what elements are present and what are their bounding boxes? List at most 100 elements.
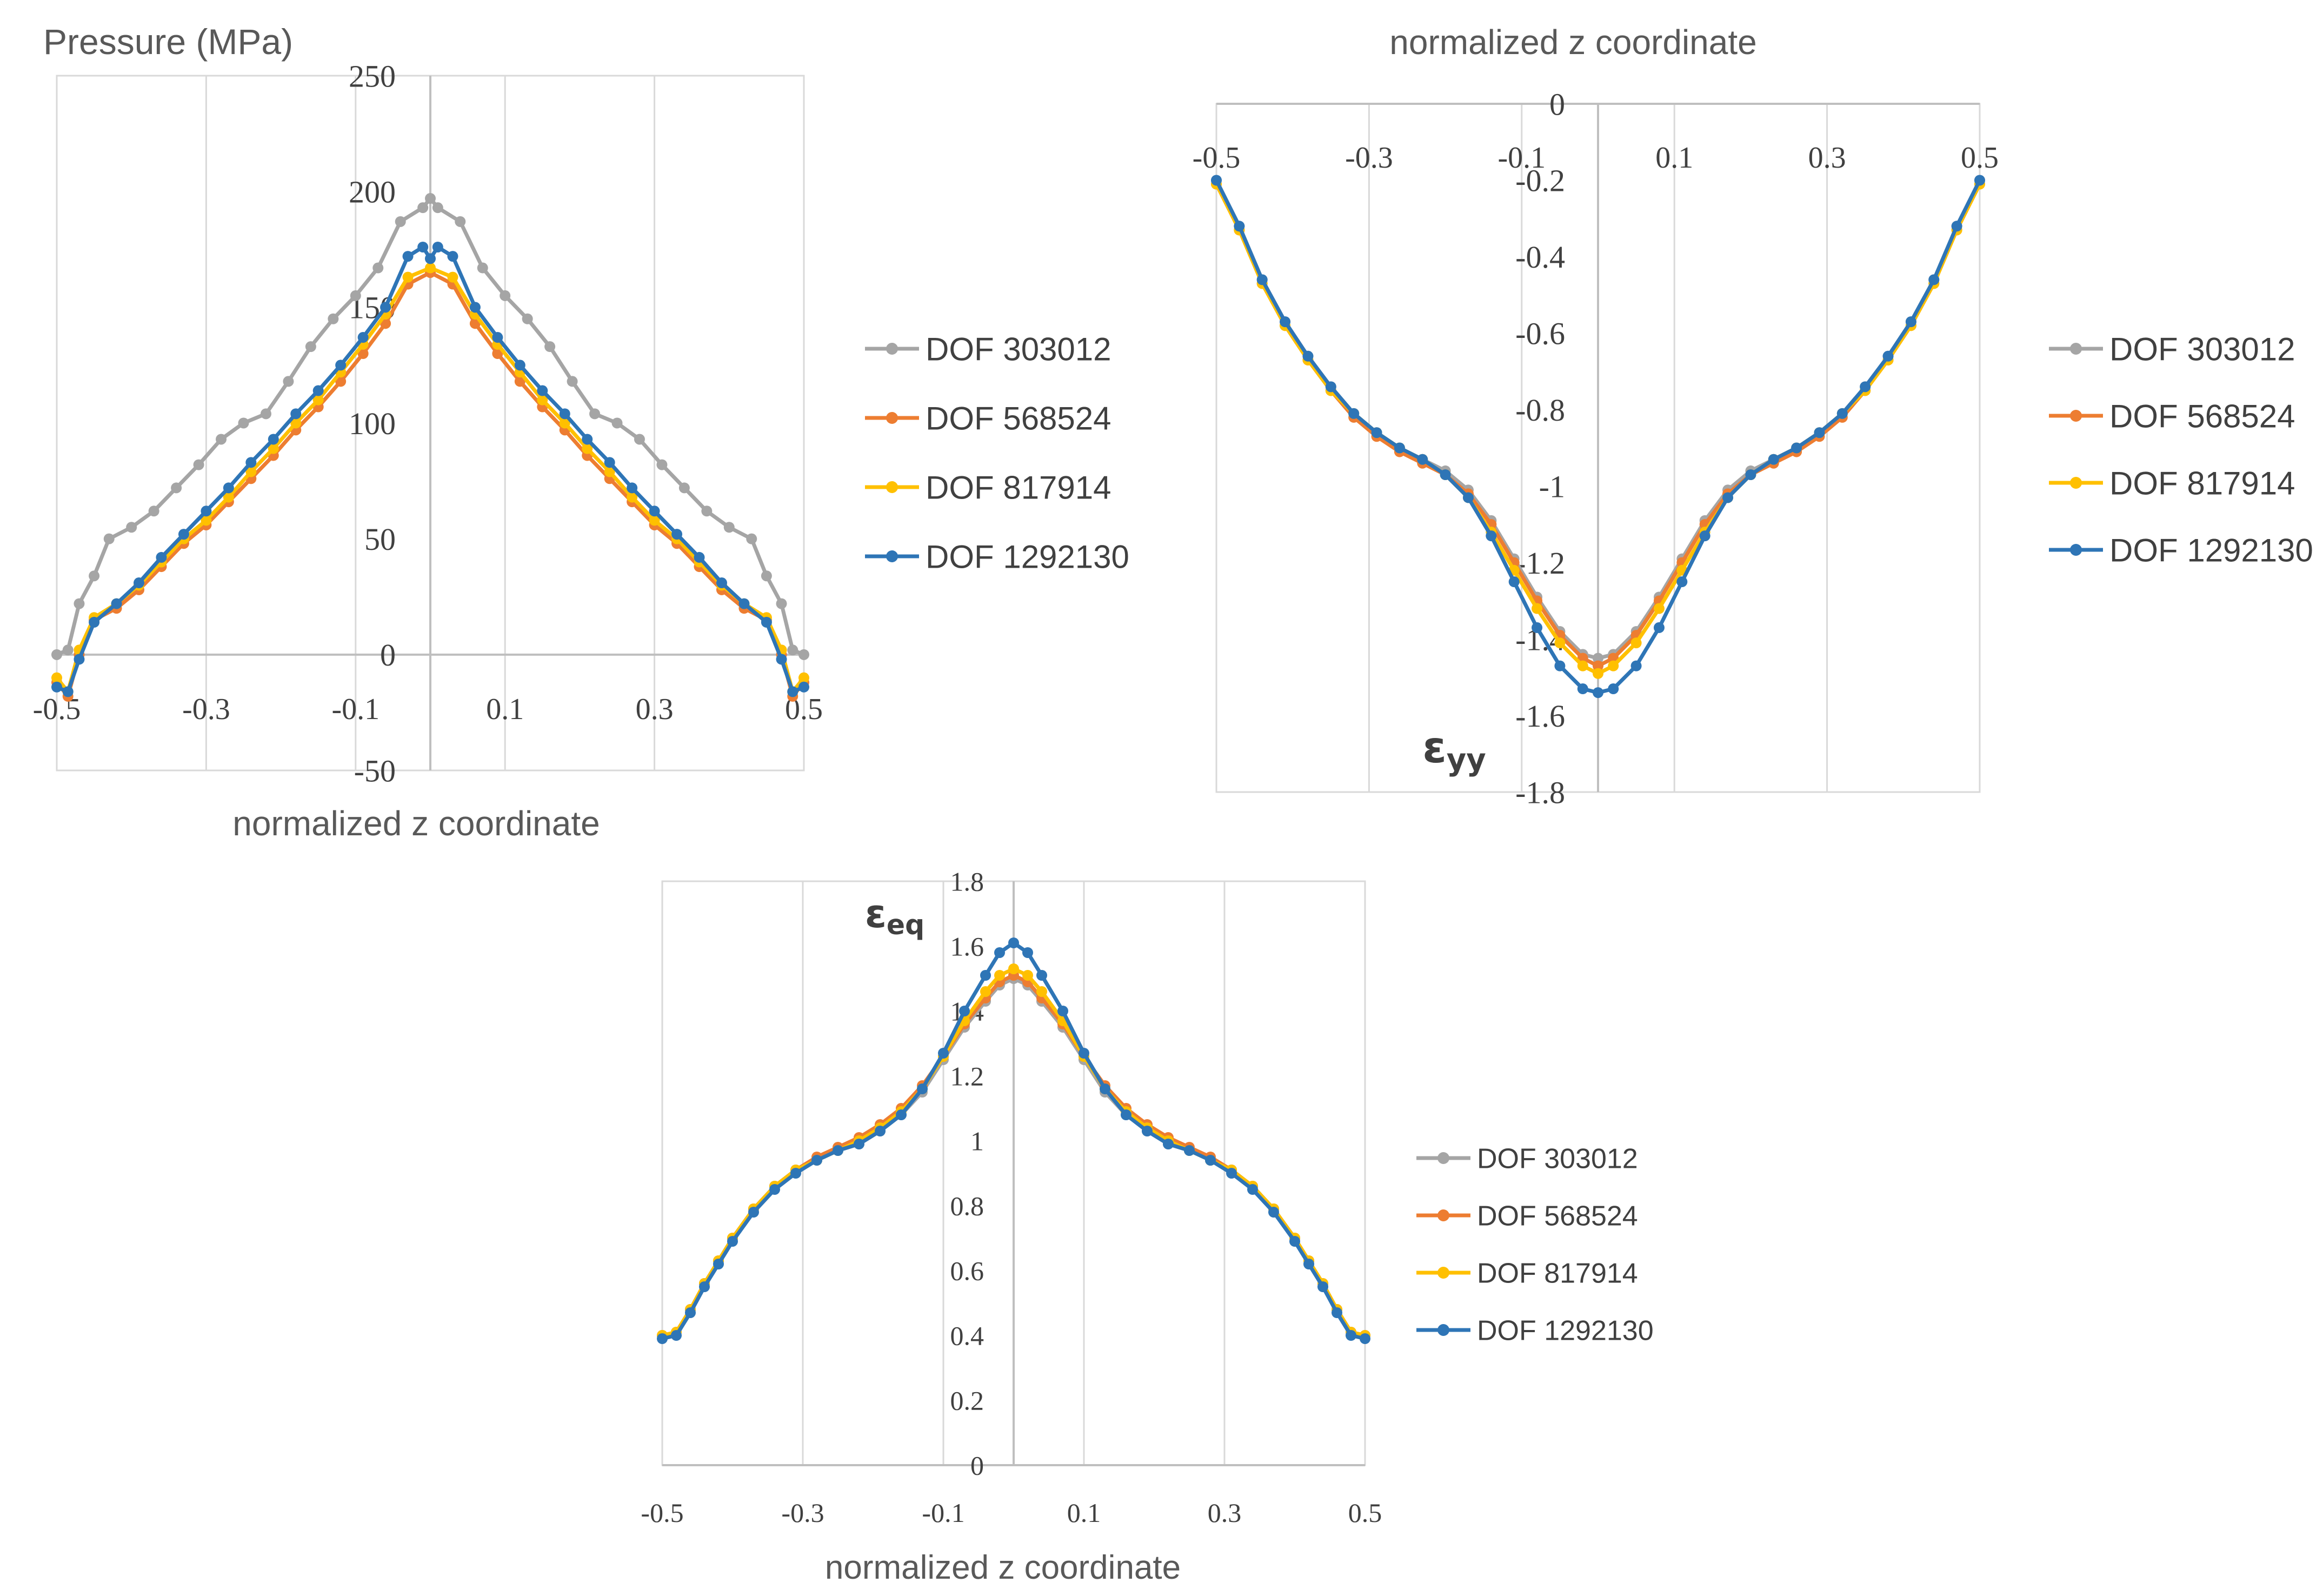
data-point: [1905, 316, 1916, 328]
y-tick-labels: 00.20.40.60.811.21.41.61.8: [950, 867, 984, 1481]
legend-item: DOF 1292130: [1416, 1315, 1654, 1347]
data-point: [1532, 622, 1543, 633]
data-point: [305, 341, 316, 353]
data-point: [126, 522, 137, 533]
x-tick-label: 0.1: [1655, 141, 1693, 175]
data-point: [776, 654, 787, 665]
legend-label: DOF 568524: [2109, 398, 2295, 435]
data-point: [455, 216, 466, 227]
data-point: [1814, 427, 1825, 438]
data-point: [1508, 576, 1520, 588]
series-dof-1292130: [51, 241, 809, 697]
data-point: [604, 457, 615, 468]
data-point: [701, 506, 713, 517]
series-dof-1292130: [1211, 175, 1985, 699]
data-point: [290, 408, 302, 420]
data-point: [216, 434, 227, 445]
data-point: [1608, 660, 1619, 671]
legend-label: DOF 568524: [1477, 1201, 1638, 1232]
data-point: [938, 1048, 949, 1059]
data-point: [994, 970, 1005, 981]
data-point: [959, 1006, 970, 1016]
data-point: [62, 644, 74, 656]
legend: DOF 303012 DOF 568524 DOF 817914 DOF 129213…: [865, 331, 1129, 575]
y-axis-label-symbol: ε: [865, 891, 887, 936]
data-point: [1142, 1126, 1153, 1136]
legend-swatch-marker: [2070, 544, 2082, 556]
x-tick-label: 0.3: [1808, 141, 1846, 175]
data-point: [1882, 350, 1894, 362]
data-point: [1247, 1184, 1258, 1195]
y-tick-label: 0.2: [950, 1386, 984, 1416]
data-point: [980, 986, 991, 997]
data-point: [787, 644, 798, 656]
legend-item: DOF 817914: [865, 470, 1111, 506]
data-point: [980, 970, 991, 981]
y-axis-label-subscript: eq: [887, 909, 924, 941]
data-point: [917, 1083, 928, 1094]
x-tick-label: -0.1: [1497, 141, 1546, 175]
data-point: [1256, 274, 1268, 285]
y-tick-label: -1.6: [1515, 699, 1565, 734]
data-point: [74, 654, 85, 665]
legend-swatch-marker: [886, 550, 898, 562]
vertical-gridlines: [1215, 104, 1981, 792]
data-point: [268, 434, 279, 445]
data-point: [1100, 1083, 1110, 1094]
data-point: [178, 529, 189, 540]
data-point: [1554, 637, 1566, 649]
data-point: [627, 491, 638, 503]
data-point: [290, 417, 302, 429]
data-point: [500, 290, 511, 301]
legend-item: DOF 303012: [2049, 331, 2295, 368]
data-point: [245, 457, 257, 468]
data-point: [1317, 1281, 1328, 1292]
data-point: [1593, 687, 1603, 699]
data-point: [1860, 381, 1871, 393]
legend-swatch-marker: [2070, 343, 2082, 355]
data-point: [1079, 1048, 1089, 1059]
data-point: [723, 522, 735, 533]
x-tick-label: -0.1: [331, 693, 380, 726]
series-dof-1292130: [657, 937, 1370, 1344]
legend-item: DOF 1292130: [2049, 533, 2313, 569]
legend-swatch-marker: [886, 343, 898, 355]
data-point: [238, 417, 249, 429]
data-point: [761, 570, 772, 582]
data-point: [1022, 970, 1033, 981]
data-point: [492, 332, 503, 343]
data-point: [1630, 637, 1642, 649]
y-tick-label: 0: [380, 637, 396, 673]
data-point: [1577, 683, 1588, 695]
y-tick-label: 0.4: [950, 1321, 984, 1351]
data-point: [671, 1330, 682, 1341]
data-point: [223, 491, 234, 503]
legend-item: DOF 568524: [865, 401, 1111, 437]
data-point: [627, 482, 638, 494]
data-point: [649, 506, 660, 517]
data-point: [51, 672, 62, 683]
y-tick-label: -0.4: [1515, 240, 1565, 275]
x-tick-label: 0.3: [1208, 1498, 1242, 1528]
y-tick-label: -0.8: [1515, 393, 1565, 428]
data-point: [514, 376, 525, 387]
legend-label: DOF 817914: [926, 470, 1111, 506]
legend-item: DOF 568524: [1416, 1201, 1638, 1232]
legend-swatch-marker: [2070, 410, 2082, 422]
chart-eeq: 00.20.40.60.811.21.41.61.8-0.5-0.3-0.10.…: [641, 867, 1653, 1587]
data-point: [896, 1109, 907, 1120]
data-point: [1303, 1259, 1314, 1269]
x-tick-label: 0.5: [1961, 141, 1999, 175]
y-tick-label: -1.8: [1515, 775, 1565, 810]
y-axis-label: εeq: [865, 891, 924, 941]
data-point: [1348, 408, 1360, 419]
data-point: [268, 443, 279, 454]
data-point: [582, 434, 593, 445]
data-point: [312, 394, 324, 405]
data-point: [522, 313, 533, 324]
data-point: [514, 360, 525, 371]
legend-item: DOF 568524: [2049, 398, 2295, 435]
